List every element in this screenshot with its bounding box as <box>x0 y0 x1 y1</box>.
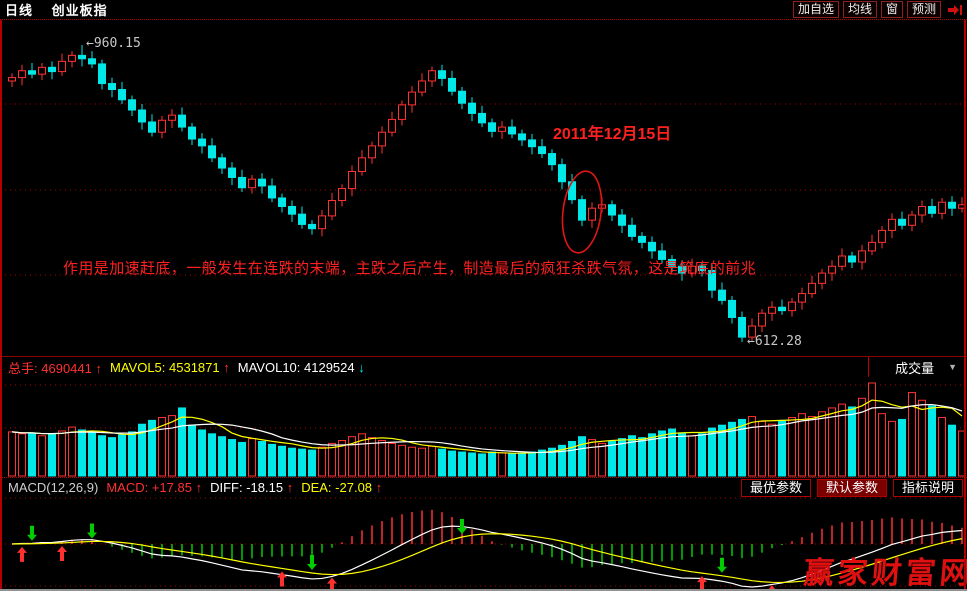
arrow-left-icon: ← <box>747 334 755 349</box>
period-label: 日线 <box>5 3 34 18</box>
main-candlestick-chart <box>0 45 967 342</box>
highlight-ellipse <box>561 170 603 254</box>
macd-histogram-and-lines <box>11 509 963 591</box>
main-gridlines <box>0 103 967 276</box>
arrow-left-icon: ← <box>86 36 94 51</box>
symbol-label: 创业板指 <box>51 3 108 18</box>
volume-chart <box>0 382 967 477</box>
diff-value-group: DIFF: -18.15 ↑ <box>210 480 294 495</box>
volume-bars <box>8 382 966 477</box>
zongshou-group: 总手: 4690441 ↑ <box>8 360 103 376</box>
add-watchlist-button[interactable]: 加自选 <box>792 1 839 18</box>
annotation-date: 2011年12月15日 <box>553 126 672 143</box>
mavol5-group: MAVOL5: 4531871 ↑ <box>110 359 230 375</box>
macd-header: MACD(12,26,9) MACD: +17.85 ↑ DIFF: -18.1… <box>0 477 967 497</box>
high-price-label: ←960.15 <box>86 36 141 51</box>
macd-gridlines <box>0 497 967 587</box>
up-arrow-icon: ↑ <box>223 359 230 375</box>
up-arrow-icon: ↑ <box>95 360 103 376</box>
right-border <box>964 20 966 589</box>
up-arrow-icon: ↑ <box>195 480 203 495</box>
volume-header: 总手: 4690441 ↑ MAVOL5: 4531871 ↑ MAVOL10:… <box>0 356 967 377</box>
chart-title: 日线 创业板指 <box>5 0 108 19</box>
next-page-icon[interactable] <box>946 3 964 17</box>
dea-value-group: DEA: -27.08 ↑ <box>301 480 383 495</box>
chevron-down-icon: ▼ <box>948 362 957 372</box>
macd-chart <box>0 497 967 591</box>
window-button[interactable]: 窗 <box>880 1 903 18</box>
macd-value-group: MACD: +17.85 ↑ <box>106 480 203 495</box>
indicator-selector-label: 成交量 <box>895 360 935 376</box>
mavol10-group: MAVOL10: 4129524 ↓ <box>237 359 365 375</box>
indicator-help-button[interactable]: 指标说明 <box>892 479 963 497</box>
arrow-right-bar-icon <box>948 4 962 15</box>
candles <box>8 45 966 342</box>
bottom-border <box>0 589 967 591</box>
title-bar: 日线 创业板指 加自选 均线 窗 预测 <box>0 0 967 20</box>
up-arrow-icon: ↑ <box>375 480 383 495</box>
forecast-button[interactable]: 预测 <box>906 1 941 18</box>
down-arrow-icon: ↓ <box>358 359 365 375</box>
ma-lines-button[interactable]: 均线 <box>842 1 877 18</box>
macd-title: MACD(12,26,9) <box>8 480 99 495</box>
toolbar: 加自选 均线 窗 预测 <box>789 1 964 18</box>
annotation-text: 作用是加速赶底，一般发生在连跌的末端，主跌之后产生，制造最后的疯狂杀跌气氛，这是… <box>63 260 757 277</box>
watermark-logo: 赢家财富网 <box>802 556 967 591</box>
indicator-selector[interactable]: 成交量 ▼ <box>868 357 967 377</box>
left-border <box>0 20 2 589</box>
volume-ma-lines <box>11 399 963 454</box>
optimal-params-button[interactable]: 最优参数 <box>740 479 811 497</box>
param-buttons: 最优参数 默认参数 指标说明 <box>735 479 963 497</box>
low-price-label: ←612.28 <box>747 334 802 349</box>
default-params-button[interactable]: 默认参数 <box>816 479 887 497</box>
up-arrow-icon: ↑ <box>286 480 294 495</box>
